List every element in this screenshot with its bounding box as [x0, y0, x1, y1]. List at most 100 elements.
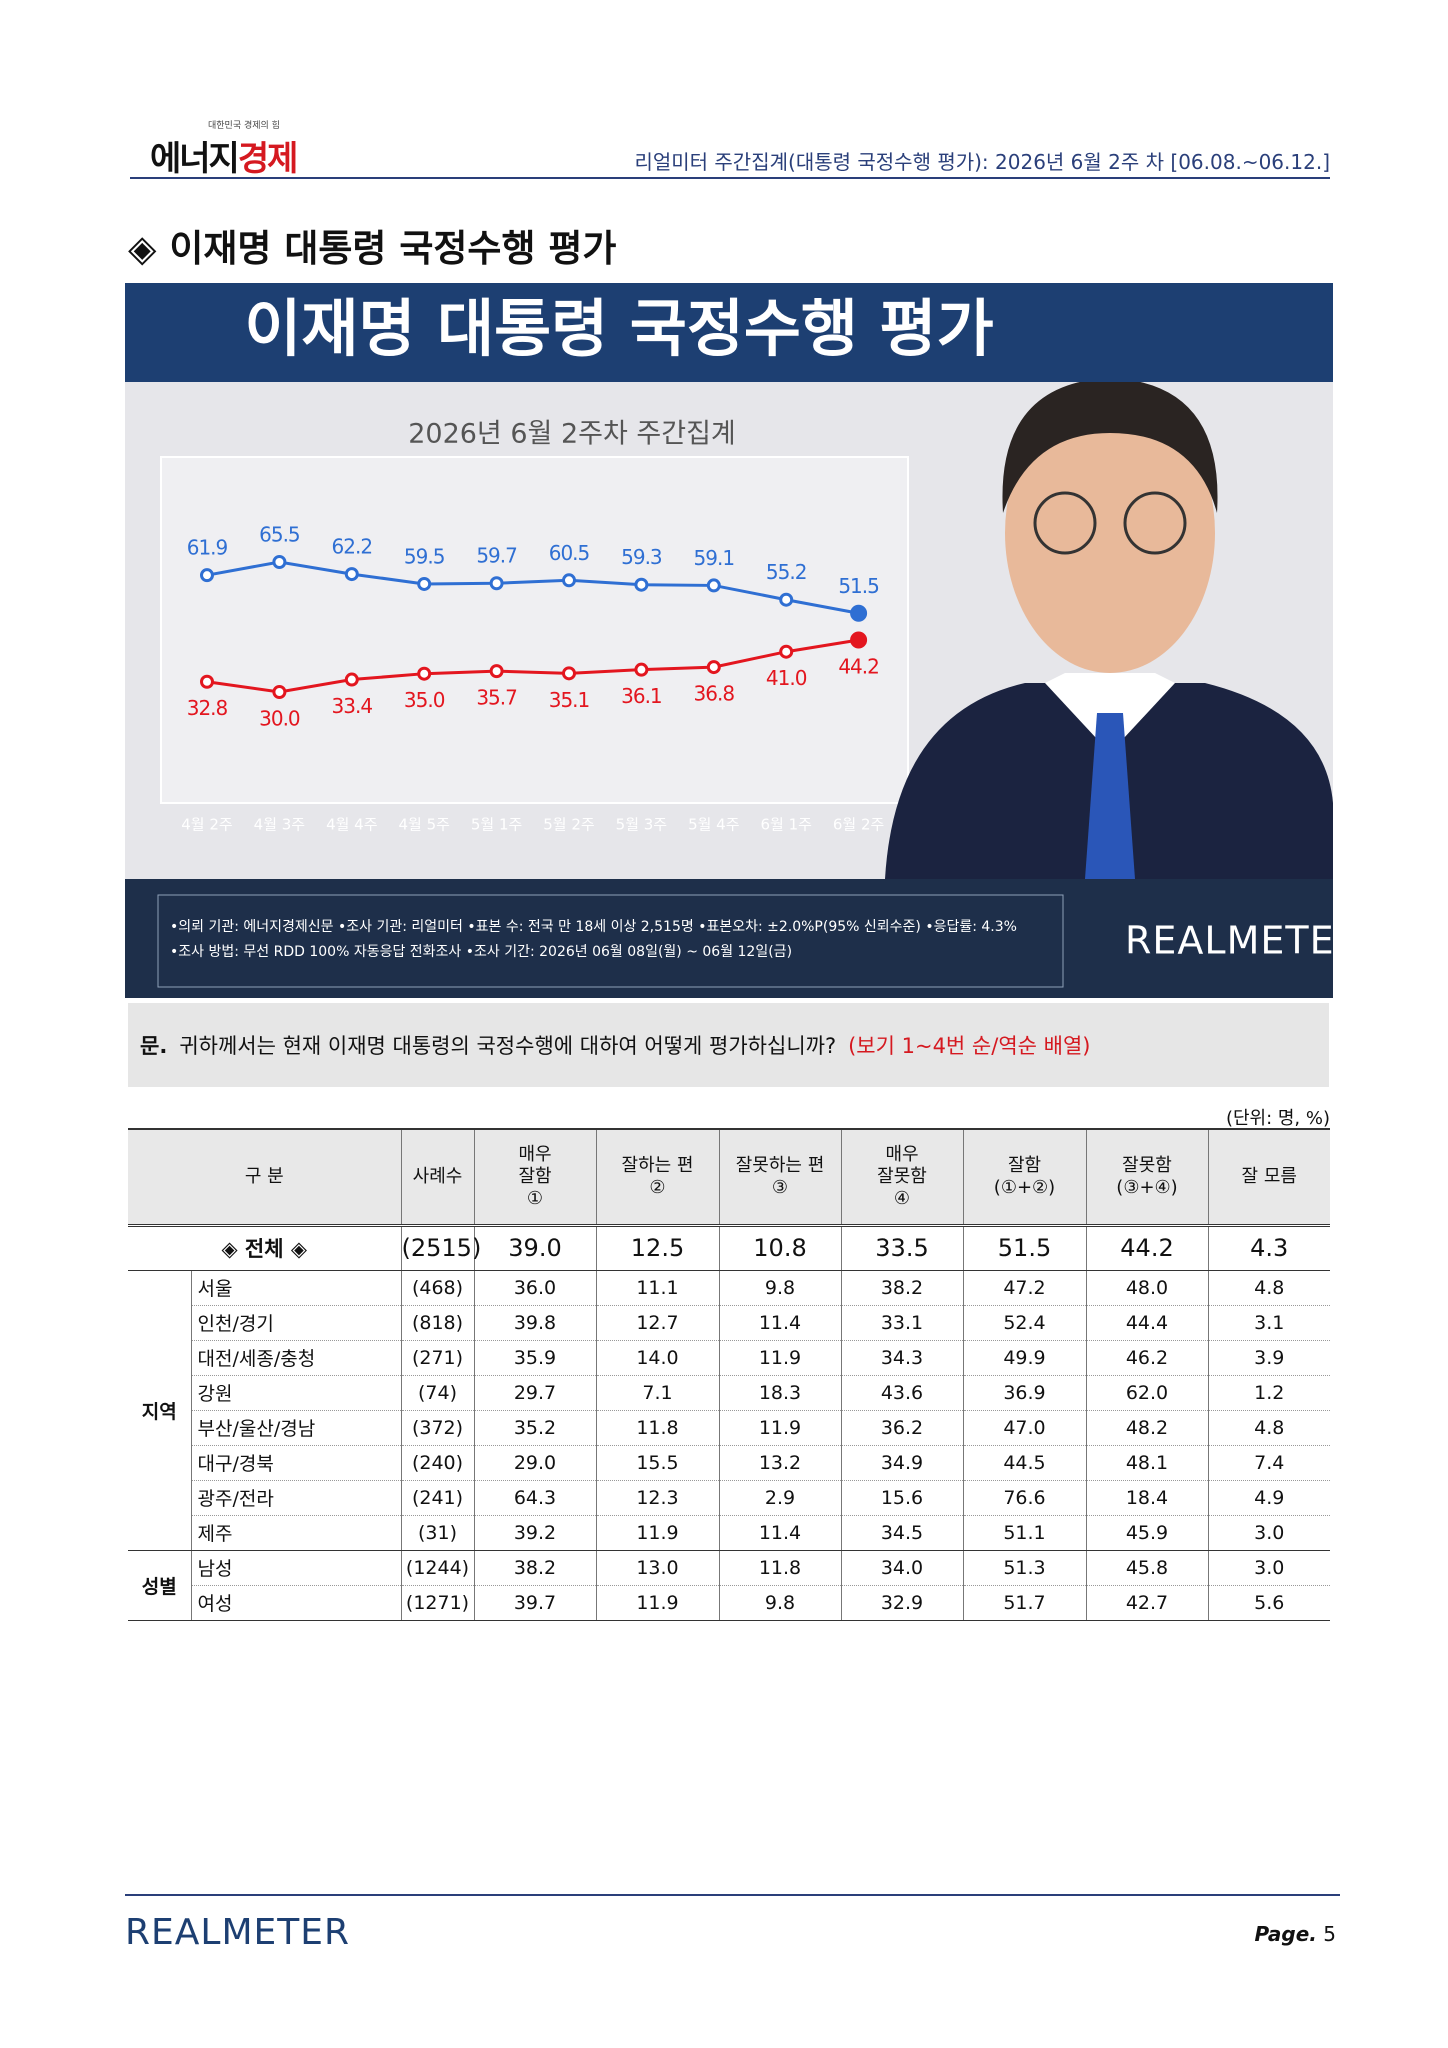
table-cell: 18.3 — [718, 1375, 841, 1411]
column-header-line: (①+②) — [993, 1176, 1056, 1198]
table-cell: 18.4 — [1085, 1480, 1208, 1516]
column-header-line: 매우 — [518, 1143, 552, 1165]
series-point — [489, 664, 504, 679]
data-row: 강원 (74) 29.7 7.1 18.3 43.6 36.9 62.0 1.2 — [128, 1375, 1330, 1411]
table-cell: 7.4 — [1207, 1445, 1330, 1481]
table-cell: 13.0 — [595, 1550, 719, 1586]
table-cell: 12.7 — [595, 1305, 719, 1341]
table-cell: 1.2 — [1207, 1375, 1330, 1411]
table-cell: 44.5 — [962, 1445, 1086, 1481]
table-cell: 11.8 — [595, 1410, 719, 1446]
value-label: 35.1 — [549, 688, 590, 712]
table-cell: 29.0 — [473, 1445, 596, 1481]
value-label: 51.5 — [838, 574, 879, 598]
table-cell: 47.2 — [962, 1270, 1086, 1306]
logo-text: 에너지 — [150, 139, 240, 179]
column-header-line: ③ — [771, 1176, 789, 1198]
logo-tagline: 대한민국 경제의 힘 — [208, 121, 280, 131]
portrait — [885, 378, 1333, 879]
table-cell: 47.0 — [962, 1410, 1086, 1446]
question-note: (보기 1~4번 순/역순 배열) — [848, 1034, 1091, 1058]
table-cell: 51.7 — [962, 1585, 1086, 1621]
column-header-line: ① — [526, 1187, 544, 1209]
data-row: 여성 (1271) 39.7 11.9 9.8 32.9 51.7 42.7 5.6 — [128, 1585, 1330, 1621]
table-cell: (31) — [400, 1515, 474, 1551]
total-cell: (2515) — [400, 1223, 481, 1271]
table-cell: 48.2 — [1085, 1410, 1208, 1446]
plot-area — [160, 456, 909, 804]
table-cell: 11.8 — [718, 1550, 841, 1586]
value-label: 59.3 — [621, 545, 662, 569]
column-header: 사례수 — [400, 1129, 474, 1225]
table-cell: 38.2 — [840, 1270, 963, 1306]
table-cell: 38.2 — [473, 1550, 596, 1586]
value-label: 44.2 — [838, 655, 879, 679]
table-cell: 64.3 — [473, 1480, 596, 1516]
column-header-line: 잘하는 편 — [621, 1154, 694, 1176]
row-label: 제주 — [190, 1515, 401, 1551]
header-rule — [130, 177, 1330, 179]
series-point — [850, 604, 868, 622]
portrait-glasses — [1033, 491, 1097, 555]
series-point — [200, 568, 214, 583]
total-cell: 33.5 — [840, 1223, 963, 1271]
chart-title: 이재명 대통령 국정수행 평가 — [244, 292, 993, 365]
table-cell: 51.3 — [962, 1550, 1086, 1586]
x-tick-label: 5월 2주 — [543, 816, 594, 834]
value-label: 65.5 — [259, 523, 300, 547]
question-text: 귀하께서는 현재 이재명 대통령의 국정수행에 대하여 어떻게 평가하십니까? — [179, 1034, 837, 1058]
table-cell: 9.8 — [718, 1585, 841, 1621]
column-header-line: 잘함 — [1007, 1154, 1042, 1176]
table-cell: (1244) — [400, 1550, 474, 1586]
table-cell: 48.1 — [1085, 1445, 1208, 1481]
table-cell: 4.8 — [1207, 1270, 1330, 1306]
series-point — [562, 573, 576, 588]
value-label: 59.5 — [404, 544, 445, 568]
value-label: 60.5 — [549, 541, 590, 565]
table-cell: (1271) — [400, 1585, 474, 1621]
table-cell: 39.7 — [473, 1585, 596, 1621]
table-cell: 52.4 — [962, 1305, 1086, 1341]
column-header-line: 잘못함 — [1122, 1154, 1172, 1176]
x-tick-label: 5월 1주 — [471, 816, 522, 834]
portrait-face — [1005, 393, 1215, 673]
table-cell: 7.1 — [595, 1375, 719, 1411]
series-point — [272, 555, 287, 569]
x-tick-label: 5월 4주 — [688, 816, 739, 834]
series-point — [200, 674, 214, 689]
page-number: Page. 5 — [1255, 1922, 1336, 1946]
total-cell: 39.0 — [473, 1223, 596, 1271]
table-cell: 11.4 — [718, 1515, 841, 1551]
table-cell: 4.9 — [1207, 1480, 1330, 1516]
table-cell: 76.6 — [962, 1480, 1086, 1516]
series-point — [706, 660, 721, 675]
portrait-tie — [1085, 713, 1135, 879]
note-line: •조사 방법: 무선 RDD 100% 자동응답 전화조사 •조사 기간: 20… — [170, 944, 792, 960]
total-cell: 12.5 — [595, 1223, 719, 1271]
table-cell: 48.0 — [1085, 1270, 1208, 1306]
table-cell: 12.3 — [595, 1480, 719, 1516]
x-tick-label: 4월 2주 — [181, 816, 232, 834]
portrait-glasses — [1123, 491, 1187, 555]
row-label: 인천/경기 — [190, 1305, 401, 1341]
table-cell: 2.9 — [718, 1480, 841, 1516]
value-label: 55.2 — [766, 560, 807, 584]
series-point — [850, 631, 868, 649]
table-cell: 51.1 — [962, 1515, 1086, 1551]
x-tick-label: 4월 4주 — [326, 816, 377, 834]
footer-brand: REALMETER — [125, 1912, 350, 1953]
value-label: 36.1 — [621, 684, 662, 708]
value-label: 35.7 — [476, 686, 517, 710]
notes-box — [157, 894, 1064, 988]
table-cell: 11.9 — [595, 1515, 719, 1551]
value-label: 41.0 — [766, 666, 807, 690]
chart: 이재명 대통령 국정수행 평가 2026년 6월 2주차 주간집계 REALME… — [125, 283, 1333, 998]
table-cell: 36.9 — [962, 1375, 1086, 1411]
table-cell: 36.0 — [473, 1270, 596, 1306]
value-label: 32.8 — [187, 696, 228, 720]
results-table: 구 분 사례수 매우 잘함 ① 잘하는 편 ② 잘못하는 편 ③ 매우 잘못함 ④ 잘함 (①+②) 잘못함… — [128, 1128, 1330, 1621]
table-cell: 33.1 — [840, 1305, 963, 1341]
group-label: 성별 — [128, 1550, 191, 1621]
data-row: 대구/경북 (240) 29.0 15.5 13.2 34.9 44.5 48.1 7.4 — [128, 1445, 1330, 1481]
